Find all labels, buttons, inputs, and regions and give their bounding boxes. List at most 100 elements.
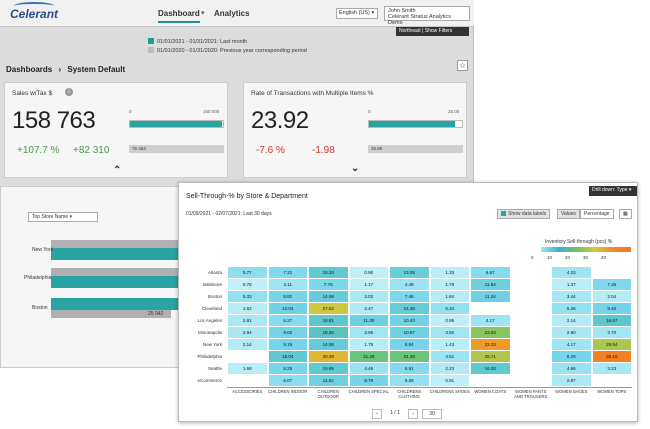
heatmap-cell[interactable]: 23.53: [471, 327, 510, 338]
heatmap-cell[interactable]: 11.84: [471, 279, 510, 290]
collapse-icon[interactable]: ⌃: [113, 165, 122, 176]
heatmap-cell[interactable]: 2.14: [552, 315, 591, 326]
heatmap-cell[interactable]: 10.87: [390, 327, 429, 338]
heatmap-cell[interactable]: 38.10: [592, 351, 631, 362]
heatmap-cell[interactable]: 33.33: [471, 339, 510, 350]
heatmap-cell[interactable]: 2.87: [552, 375, 591, 386]
heatmap-cell[interactable]: 8.79: [349, 375, 388, 386]
heatmap-cell[interactable]: 8.84: [390, 339, 429, 350]
heatmap-cell[interactable]: 11.24: [471, 291, 510, 302]
page-size-select[interactable]: 30: [422, 409, 442, 419]
user-menu[interactable]: John Smith Celerant Stratus Analytics De…: [384, 6, 470, 26]
heatmap-cell[interactable]: 5.77: [228, 267, 267, 278]
heatmap-cell[interactable]: 4.17: [552, 339, 591, 350]
heatmap-cell[interactable]: 18.36: [309, 327, 348, 338]
heatmap-cell[interactable]: 30.39: [309, 351, 348, 362]
prev-page-button[interactable]: ‹: [372, 409, 382, 419]
heatmap-cell[interactable]: 9.19: [268, 339, 307, 350]
heatmap-cell[interactable]: 5.33: [228, 291, 267, 302]
heatmap-cell[interactable]: 1.33: [430, 267, 469, 278]
heatmap-cell[interactable]: 4.23: [552, 267, 591, 278]
heatmap-cell[interactable]: 25.71: [471, 351, 510, 362]
heatmap-cell[interactable]: 4.48: [390, 279, 429, 290]
heatmap-cell[interactable]: 2.91: [228, 315, 267, 326]
heatmap-cell[interactable]: 16.00: [471, 363, 510, 374]
heatmap-cell[interactable]: 2.90: [552, 327, 591, 338]
logo[interactable]: Celerant: [10, 7, 59, 21]
heatmap-cell[interactable]: 27.52: [309, 303, 348, 314]
heatmap-cell[interactable]: 15.95: [309, 363, 348, 374]
heatmap-cell[interactable]: 6.27: [268, 315, 307, 326]
heatmap-cell[interactable]: 21.28: [349, 351, 388, 362]
heatmap-cell[interactable]: 4.51: [430, 351, 469, 362]
heatmap-cell[interactable]: 3.95: [349, 327, 388, 338]
heatmap-cell[interactable]: 1.79: [349, 339, 388, 350]
heatmap-cell[interactable]: 7.46: [390, 291, 429, 302]
heatmap-cell[interactable]: 5.34: [430, 303, 469, 314]
heatmap-cell[interactable]: 7.35: [592, 279, 631, 290]
expand-icon[interactable]: ⌄: [351, 163, 360, 174]
heatmap-cell[interactable]: 14.08: [309, 291, 348, 302]
heatmap-cell[interactable]: 7.22: [268, 267, 307, 278]
info-icon[interactable]: i: [65, 88, 73, 96]
heatmap-cell[interactable]: 4.17: [471, 315, 510, 326]
heatmap-cell[interactable]: 1.17: [349, 279, 388, 290]
breadcrumb-root[interactable]: Dashboards: [6, 65, 53, 74]
heatmap-cell[interactable]: 4.66: [552, 363, 591, 374]
heatmap-cell[interactable]: 9.40: [592, 303, 631, 314]
heatmap-cell[interactable]: 21.38: [390, 351, 429, 362]
language-select[interactable]: English (US) ▾: [336, 8, 378, 19]
heatmap-cell[interactable]: 16.04: [268, 351, 307, 362]
heatmap-cell[interactable]: 11.62: [309, 375, 348, 386]
heatmap-cell[interactable]: 3.44: [552, 291, 591, 302]
show-filters-button[interactable]: Northeast | Show Filters: [396, 27, 469, 36]
heatmap-cell[interactable]: 2.23: [430, 363, 469, 374]
heatmap-cell[interactable]: 13.05: [390, 267, 429, 278]
heatmap-cell[interactable]: 8.82: [268, 291, 307, 302]
heatmap-cell[interactable]: 2.47: [349, 303, 388, 314]
tab-analytics[interactable]: Analytics: [214, 9, 250, 18]
chart-type-icon[interactable]: ▦: [619, 209, 632, 219]
heatmap-cell[interactable]: 10.43: [390, 315, 429, 326]
show-labels-toggle[interactable]: Show data labels: [497, 209, 551, 219]
heatmap-cell[interactable]: 2.04: [592, 291, 631, 302]
heatmap-cell[interactable]: 14.38: [390, 303, 429, 314]
values-button[interactable]: Values: [557, 209, 580, 219]
next-page-button[interactable]: ›: [408, 409, 418, 419]
heatmap-cell[interactable]: 5.26: [552, 303, 591, 314]
heatmap-cell[interactable]: 11.30: [349, 315, 388, 326]
heatmap-cell[interactable]: 1.43: [430, 339, 469, 350]
heatmap-cell[interactable]: 8.29: [552, 351, 591, 362]
heatmap-cell[interactable]: 4.46: [349, 363, 388, 374]
percentage-button[interactable]: Percentage: [580, 209, 614, 219]
heatmap-cell[interactable]: 0.91: [430, 375, 469, 386]
heatmap-cell[interactable]: 5.28: [390, 375, 429, 386]
heatmap-cell[interactable]: 3.02: [349, 291, 388, 302]
heatmap-cell[interactable]: 4.11: [268, 279, 307, 290]
star-icon[interactable]: ☆: [457, 60, 468, 71]
heatmap-cell[interactable]: 2.94: [228, 327, 267, 338]
heatmap-cell[interactable]: 1.84: [430, 291, 469, 302]
heatmap-cell[interactable]: 6.67: [471, 267, 510, 278]
heatmap-cell[interactable]: 3.92: [430, 327, 469, 338]
heatmap-cell[interactable]: 0.90: [349, 267, 388, 278]
heatmap-cell[interactable]: 15.33: [309, 267, 348, 278]
heatmap-cell[interactable]: 6.07: [268, 375, 307, 386]
heatmap-cell[interactable]: 3.70: [592, 327, 631, 338]
heatmap-cell[interactable]: 1.79: [430, 279, 469, 290]
heatmap-cell[interactable]: 1.37: [552, 279, 591, 290]
heatmap-cell[interactable]: 16.81: [309, 315, 348, 326]
heatmap-cell[interactable]: 0.95: [430, 315, 469, 326]
heatmap-cell[interactable]: 0.78: [228, 279, 267, 290]
heatmap-cell[interactable]: 7.76: [309, 279, 348, 290]
tab-dashboard[interactable]: Dashboard: [158, 9, 200, 23]
heatmap-cell[interactable]: 6.91: [390, 363, 429, 374]
heatmap-cell[interactable]: 10.03: [268, 303, 307, 314]
drill-down-button[interactable]: Drill down: Type ▾: [589, 186, 637, 196]
heatmap-cell[interactable]: 3.23: [592, 363, 631, 374]
store-name-select[interactable]: Top Store Name ▾: [28, 212, 98, 222]
heatmap-cell[interactable]: 25.54: [592, 339, 631, 350]
heatmap-cell[interactable]: 16.67: [592, 315, 631, 326]
heatmap-cell[interactable]: 1.62: [228, 303, 267, 314]
heatmap-cell[interactable]: 1.68: [228, 363, 267, 374]
